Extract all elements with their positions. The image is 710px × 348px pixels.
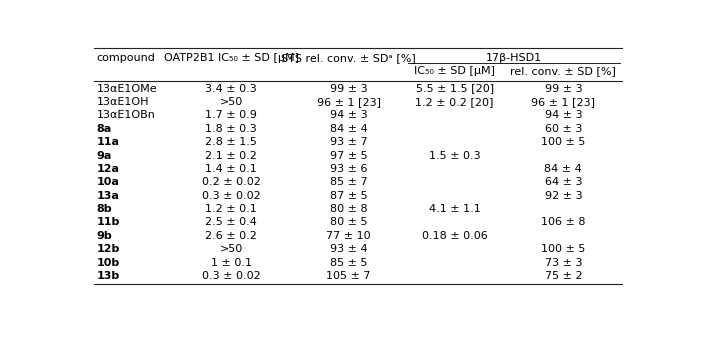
Text: 97 ± 5: 97 ± 5 <box>330 150 368 160</box>
Text: 9b: 9b <box>97 231 112 241</box>
Text: 8a: 8a <box>97 124 111 134</box>
Text: 96 ± 1 [23]: 96 ± 1 [23] <box>317 97 381 107</box>
Text: STS rel. conv. ± SDᵃ [%]: STS rel. conv. ± SDᵃ [%] <box>281 53 416 63</box>
Text: 1.2 ± 0.2 [20]: 1.2 ± 0.2 [20] <box>415 97 494 107</box>
Text: IC₅₀ ± SD [µM]: IC₅₀ ± SD [µM] <box>414 66 495 76</box>
Text: 4.1 ± 1.1: 4.1 ± 1.1 <box>429 204 481 214</box>
Text: 80 ± 8: 80 ± 8 <box>330 204 368 214</box>
Text: 73 ± 3: 73 ± 3 <box>545 258 582 268</box>
Text: 0.3 ± 0.02: 0.3 ± 0.02 <box>202 271 261 281</box>
Text: 10a: 10a <box>97 177 119 187</box>
Text: 0.3 ± 0.02: 0.3 ± 0.02 <box>202 191 261 201</box>
Text: 17β-HSD1: 17β-HSD1 <box>486 53 542 63</box>
Text: 93 ± 7: 93 ± 7 <box>330 137 368 147</box>
Text: 92 ± 3: 92 ± 3 <box>545 191 582 201</box>
Text: 0.2 ± 0.02: 0.2 ± 0.02 <box>202 177 261 187</box>
Text: 9a: 9a <box>97 150 112 160</box>
Text: 1.7 ± 0.9: 1.7 ± 0.9 <box>205 110 257 120</box>
Text: 1.8 ± 0.3: 1.8 ± 0.3 <box>205 124 257 134</box>
Text: 99 ± 3: 99 ± 3 <box>545 84 582 94</box>
Text: 93 ± 4: 93 ± 4 <box>330 244 368 254</box>
Text: 100 ± 5: 100 ± 5 <box>541 244 586 254</box>
Text: 94 ± 3: 94 ± 3 <box>330 110 368 120</box>
Text: 12b: 12b <box>97 244 120 254</box>
Text: 13αE1OMe: 13αE1OMe <box>97 84 157 94</box>
Text: 77 ± 10: 77 ± 10 <box>327 231 371 241</box>
Text: 99 ± 3: 99 ± 3 <box>330 84 368 94</box>
Text: 10b: 10b <box>97 258 120 268</box>
Text: compound: compound <box>97 53 155 63</box>
Text: 85 ± 5: 85 ± 5 <box>330 258 368 268</box>
Text: 64 ± 3: 64 ± 3 <box>545 177 582 187</box>
Text: 2.1 ± 0.2: 2.1 ± 0.2 <box>205 150 257 160</box>
Text: 2.8 ± 1.5: 2.8 ± 1.5 <box>205 137 257 147</box>
Text: OATP2B1 IC₅₀ ± SD [µM]: OATP2B1 IC₅₀ ± SD [µM] <box>164 53 299 63</box>
Text: 105 ± 7: 105 ± 7 <box>327 271 371 281</box>
Text: 1.4 ± 0.1: 1.4 ± 0.1 <box>205 164 257 174</box>
Text: 11b: 11b <box>97 218 120 228</box>
Text: 100 ± 5: 100 ± 5 <box>541 137 586 147</box>
Text: 8b: 8b <box>97 204 112 214</box>
Text: 1 ± 0.1: 1 ± 0.1 <box>211 258 252 268</box>
Text: 75 ± 2: 75 ± 2 <box>545 271 582 281</box>
Text: 1.2 ± 0.1: 1.2 ± 0.1 <box>205 204 257 214</box>
Text: 1.5 ± 0.3: 1.5 ± 0.3 <box>429 150 481 160</box>
Text: 13αE1OH: 13αE1OH <box>97 97 149 107</box>
Text: >50: >50 <box>219 244 243 254</box>
Text: 13b: 13b <box>97 271 120 281</box>
Text: 96 ± 1 [23]: 96 ± 1 [23] <box>531 97 596 107</box>
Text: 5.5 ± 1.5 [20]: 5.5 ± 1.5 [20] <box>415 84 493 94</box>
Text: 11a: 11a <box>97 137 119 147</box>
Text: 2.6 ± 0.2: 2.6 ± 0.2 <box>205 231 257 241</box>
Text: 93 ± 6: 93 ± 6 <box>330 164 368 174</box>
Text: 106 ± 8: 106 ± 8 <box>541 218 586 228</box>
Text: 85 ± 7: 85 ± 7 <box>330 177 368 187</box>
Text: 80 ± 5: 80 ± 5 <box>330 218 368 228</box>
Text: 84 ± 4: 84 ± 4 <box>330 124 368 134</box>
Text: 13αE1OBn: 13αE1OBn <box>97 110 155 120</box>
Text: 87 ± 5: 87 ± 5 <box>330 191 368 201</box>
Text: 0.18 ± 0.06: 0.18 ± 0.06 <box>422 231 488 241</box>
Text: 3.4 ± 0.3: 3.4 ± 0.3 <box>205 84 257 94</box>
Text: 2.5 ± 0.4: 2.5 ± 0.4 <box>205 218 257 228</box>
Text: rel. conv. ± SD [%]: rel. conv. ± SD [%] <box>510 66 616 76</box>
Text: >50: >50 <box>219 97 243 107</box>
Text: 94 ± 3: 94 ± 3 <box>545 110 582 120</box>
Text: 12a: 12a <box>97 164 119 174</box>
Text: 13a: 13a <box>97 191 119 201</box>
Text: 84 ± 4: 84 ± 4 <box>545 164 582 174</box>
Text: 60 ± 3: 60 ± 3 <box>545 124 582 134</box>
